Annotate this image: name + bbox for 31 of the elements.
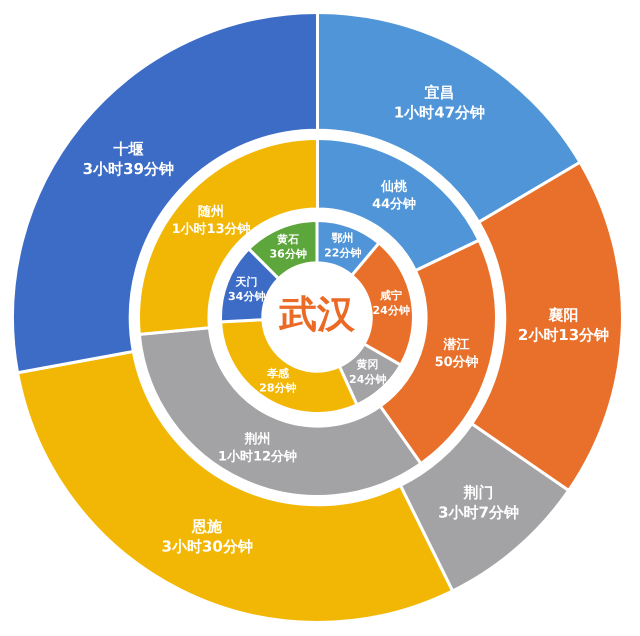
text: 3小时7分钟 [438,504,519,522]
slice-label: 黄石 [276,232,300,246]
slice-label: 黄冈 [356,358,379,372]
text: 3小时30分钟 [161,538,253,556]
slice-label: 天门 [234,275,258,288]
slice-label: 孝感 [266,366,290,380]
slice-label: 鄂州 [332,232,354,245]
text: 50分钟 [434,354,479,370]
text: 24分钟 [349,373,386,386]
slice-label: 咸宁 [379,289,402,302]
slice-label: 仙桃 [380,179,408,194]
slice-label: 荆门 [462,483,494,502]
slice-label: 荆州 [244,432,271,447]
text: 44分钟 [372,197,416,212]
text: 2小时13分钟 [518,326,610,344]
text: 28分钟 [259,382,296,395]
text: 24分钟 [372,304,410,318]
text: 1小时13分钟 [172,222,251,237]
slice-label: 潜江 [442,337,470,352]
slice-label: 随州 [198,204,224,220]
text: 3小时39分钟 [82,160,174,178]
text: 武汉 [278,292,356,336]
text: 1小时12分钟 [218,449,298,464]
text: 36分钟 [270,248,307,261]
text: 1小时47分钟 [394,104,486,122]
text: 22分钟 [324,246,362,260]
slice-label: 襄阳 [547,306,578,324]
slice-label: 恩施 [191,517,224,536]
text: 34分钟 [228,290,266,304]
slice-label: 十堰 [112,140,144,158]
slice-label: 宜昌 [424,83,454,102]
